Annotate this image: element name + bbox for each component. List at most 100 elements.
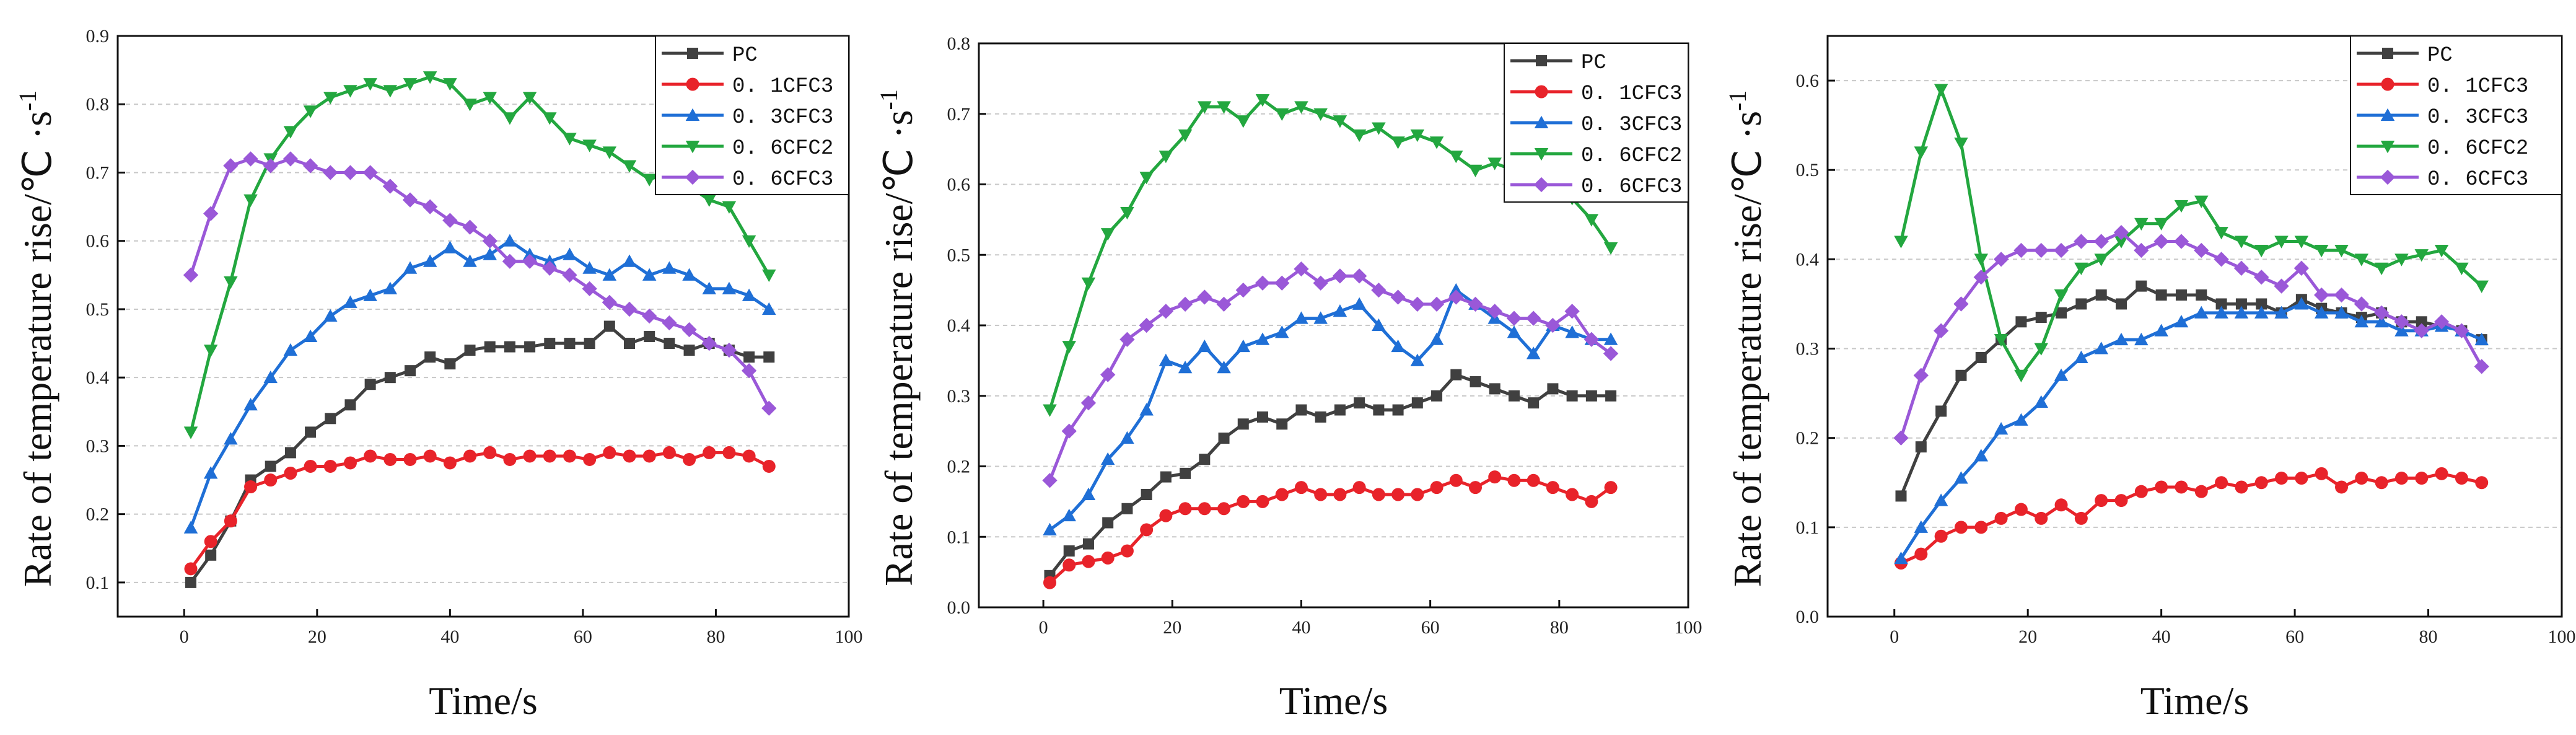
legend-marker <box>685 141 700 154</box>
data-point <box>2254 476 2268 490</box>
series-line <box>1900 472 2482 565</box>
y-axis-title-superscript: -1 <box>14 90 42 111</box>
data-point <box>2155 289 2167 301</box>
legend-label: PC <box>2427 44 2453 68</box>
data-point <box>443 78 457 91</box>
data-point <box>1390 289 1406 305</box>
data-point <box>522 92 537 105</box>
data-point <box>1313 108 1328 121</box>
data-point <box>344 399 356 411</box>
x-tick-label: 0 <box>1039 617 1048 638</box>
data-point <box>1566 488 1579 501</box>
data-point <box>1993 252 2009 267</box>
data-point <box>1468 296 1483 312</box>
data-point <box>2354 296 2369 312</box>
data-point <box>2374 315 2389 328</box>
data-point <box>1255 94 1270 107</box>
data-point <box>403 261 418 274</box>
data-point <box>1508 390 1520 402</box>
data-point <box>1585 390 1597 402</box>
y-tick-label: 0.6 <box>86 231 110 252</box>
legend-label: 0. 3CFC3 <box>732 106 833 130</box>
x-tick-label: 100 <box>1675 617 1702 638</box>
data-point <box>2175 480 2188 494</box>
series-diamond <box>1042 261 1619 488</box>
y-tick-label: 0.9 <box>86 26 110 46</box>
data-point <box>1527 473 1540 487</box>
x-tick-label: 100 <box>835 627 863 647</box>
data-point <box>1994 511 2008 525</box>
x-axis-title: Time/s <box>1279 679 1388 723</box>
data-point <box>2113 224 2129 240</box>
data-point <box>2335 480 2348 494</box>
data-point <box>363 78 377 91</box>
data-point <box>2394 323 2409 337</box>
data-point <box>683 452 696 466</box>
data-point <box>603 446 616 459</box>
data-point <box>603 320 615 332</box>
data-point <box>264 473 278 487</box>
x-tick-label: 20 <box>2018 627 2037 647</box>
data-point <box>2394 314 2409 330</box>
data-point <box>1063 545 1075 557</box>
series-circle <box>1043 470 1618 589</box>
data-point <box>2035 511 2048 525</box>
data-point <box>622 254 637 267</box>
data-point <box>1333 304 1347 317</box>
data-point <box>2334 287 2349 303</box>
data-point <box>1082 555 1095 568</box>
data-point <box>701 335 717 351</box>
data-point <box>2234 235 2249 249</box>
data-point <box>1894 235 1908 249</box>
data-point <box>484 341 496 353</box>
data-point <box>2235 298 2247 310</box>
data-point <box>463 254 477 267</box>
data-point <box>642 268 657 281</box>
data-point <box>2394 472 2408 485</box>
data-point <box>343 165 358 180</box>
data-point <box>1915 441 1927 453</box>
data-point <box>563 133 577 146</box>
x-tick-label: 40 <box>1292 617 1310 638</box>
data-point <box>1895 490 1907 502</box>
data-point <box>1526 346 1541 359</box>
data-point <box>642 174 657 187</box>
data-point <box>602 294 617 310</box>
data-point <box>1120 544 1134 558</box>
data-point <box>2154 218 2168 231</box>
legend-marker <box>1535 85 1548 99</box>
data-point <box>1935 405 1947 417</box>
data-point <box>1470 376 1481 387</box>
data-point <box>443 240 457 253</box>
y-axis-title: Rate of temperature rise/℃ ·s-1 <box>14 90 59 588</box>
data-point <box>1584 214 1599 227</box>
series-triangle-down <box>1894 84 2489 383</box>
data-point <box>662 446 676 459</box>
legend-marker <box>1533 177 1549 193</box>
x-tick-label: 0 <box>180 627 189 647</box>
x-tick-label: 40 <box>2152 627 2171 647</box>
data-point <box>284 467 297 480</box>
data-point <box>362 165 378 180</box>
x-axis-title: Time/s <box>429 679 538 723</box>
y-tick-label: 0.6 <box>947 175 971 195</box>
data-point <box>1564 304 1580 319</box>
data-point <box>1315 411 1326 423</box>
data-point <box>2293 260 2310 276</box>
data-point <box>582 139 597 152</box>
data-point <box>1914 547 1928 561</box>
data-point <box>722 281 737 294</box>
data-point <box>1217 361 1231 374</box>
x-axis-title: Time/s <box>2140 679 2250 723</box>
data-point <box>483 92 497 105</box>
data-point <box>1934 493 1948 506</box>
data-point <box>1274 108 1289 121</box>
data-point <box>183 521 198 534</box>
data-point <box>502 253 518 269</box>
data-point <box>2314 244 2329 258</box>
data-point <box>364 379 376 390</box>
data-point <box>524 341 536 353</box>
data-point <box>1546 481 1559 495</box>
data-point <box>544 338 556 350</box>
data-point <box>2134 485 2148 498</box>
